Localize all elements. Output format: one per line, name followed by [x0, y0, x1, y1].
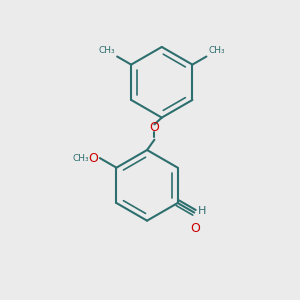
Text: CH₃: CH₃ — [72, 154, 89, 163]
Text: O: O — [149, 122, 159, 134]
Text: O: O — [88, 152, 98, 165]
Text: CH₃: CH₃ — [98, 46, 115, 55]
Text: H: H — [198, 206, 206, 216]
Text: CH₃: CH₃ — [209, 46, 225, 55]
Text: O: O — [190, 222, 200, 235]
